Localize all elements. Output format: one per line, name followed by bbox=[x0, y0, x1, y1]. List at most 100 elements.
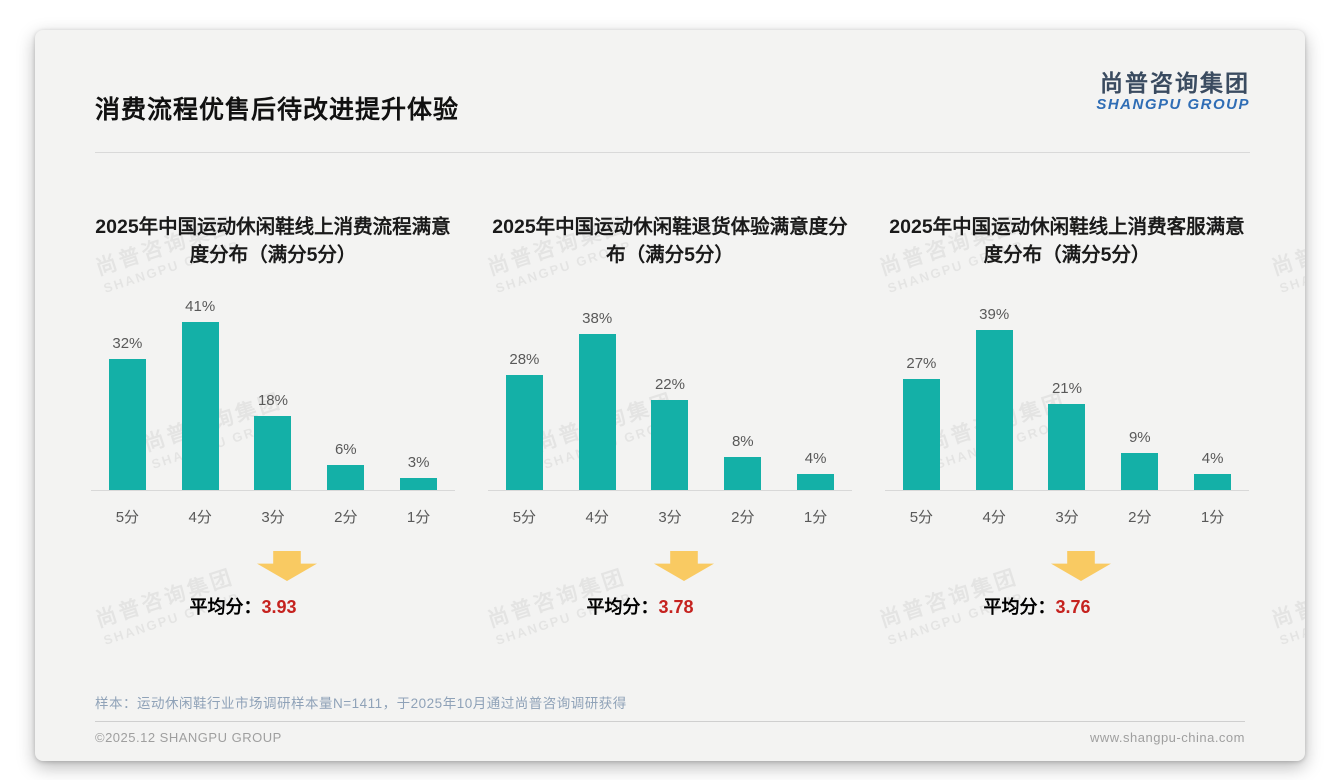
bar-slot: 8% bbox=[706, 285, 779, 490]
page-title: 消费流程优售后待改进提升体验 bbox=[95, 96, 460, 124]
average-label: 平均分： bbox=[586, 597, 659, 617]
bar-slot: 9% bbox=[1103, 285, 1176, 490]
bar-value-label: 28% bbox=[509, 351, 540, 369]
bar-chart: 28% 38% 22% 8% 4% 5分 4分 3分 2分 1分 bbox=[484, 285, 856, 527]
average-value: 3.93 bbox=[261, 597, 297, 617]
bar bbox=[724, 457, 762, 490]
bars: 28% 38% 22% 8% 4% bbox=[488, 285, 852, 491]
bar bbox=[578, 334, 616, 490]
bars: 32% 41% 18% 6% 3% bbox=[91, 285, 455, 491]
category-label: 4分 bbox=[982, 509, 1006, 526]
bar bbox=[327, 465, 365, 490]
arrow-row bbox=[87, 551, 459, 581]
logo-english-name: SHANGPU GROUP bbox=[1096, 96, 1250, 114]
bar-slot: 4% bbox=[1176, 285, 1249, 490]
bar-chart: 32% 41% 18% 6% 3% 5分 4分 3分 2分 1分 bbox=[87, 285, 459, 527]
bar bbox=[1048, 403, 1086, 490]
average-score: 平均分：3.78 bbox=[484, 593, 856, 619]
average-label: 平均分： bbox=[983, 597, 1056, 617]
down-arrow-icon bbox=[654, 551, 714, 581]
slide-header: 消费流程优售后待改进提升体验 尚普咨询集团 SHANGPU GROUP bbox=[95, 70, 1250, 153]
bar bbox=[505, 375, 543, 490]
category-label: 1分 bbox=[803, 509, 828, 526]
slide-footer: 样本：运动休闲鞋行业市场调研样本量N=1411，于2025年10月通过尚普咨询调… bbox=[95, 692, 1245, 745]
bar-slot: 32% bbox=[91, 285, 164, 490]
bar bbox=[975, 330, 1013, 490]
bar-slot: 6% bbox=[309, 285, 382, 490]
bar-slot: 18% bbox=[237, 285, 310, 490]
average-value: 3.78 bbox=[658, 597, 694, 617]
charts-row: 2025年中国运动休闲鞋线上消费流程满意度分布（满分5分） 32% 41% 18% 6… bbox=[87, 213, 1253, 619]
down-arrow-icon bbox=[1051, 551, 1111, 581]
category-label: 3分 bbox=[1055, 509, 1079, 526]
bar-value-label: 8% bbox=[731, 433, 754, 451]
average-score: 平均分：3.93 bbox=[87, 593, 459, 619]
sample-note: 样本：运动休闲鞋行业市场调研样本量N=1411，于2025年10月通过尚普咨询调… bbox=[95, 696, 627, 711]
chart-customer-service: 2025年中国运动休闲鞋线上消费客服满意度分布（满分5分） 27% 39% 21% 9… bbox=[881, 213, 1253, 619]
category-label: 3分 bbox=[261, 509, 285, 526]
bar bbox=[1121, 453, 1159, 490]
bar bbox=[108, 358, 146, 490]
bar-slot: 27% bbox=[885, 285, 958, 490]
chart-title: 2025年中国运动休闲鞋线上消费客服满意度分布（满分5分） bbox=[889, 216, 1245, 266]
category-label: 5分 bbox=[909, 509, 934, 526]
bar-value-label: 39% bbox=[979, 306, 1010, 324]
bar-slot: 22% bbox=[634, 285, 707, 490]
category-label: 5分 bbox=[115, 509, 140, 526]
average-value: 3.76 bbox=[1055, 597, 1091, 617]
bar bbox=[797, 473, 835, 490]
bar bbox=[254, 416, 292, 490]
bar-value-label: 38% bbox=[582, 310, 613, 328]
bar bbox=[902, 379, 940, 490]
bar-value-label: 21% bbox=[1051, 379, 1082, 397]
company-logo: 尚普咨询集团 SHANGPU GROUP bbox=[1096, 70, 1250, 114]
category-axis: 5分 4分 3分 2分 1分 bbox=[488, 495, 852, 527]
chart-title: 2025年中国运动休闲鞋线上消费流程满意度分布（满分5分） bbox=[95, 216, 451, 266]
chart-return-experience: 2025年中国运动休闲鞋退货体验满意度分布（满分5分） 28% 38% 22% 8% 4… bbox=[484, 213, 856, 619]
bar-slot: 39% bbox=[958, 285, 1031, 490]
bar bbox=[1194, 473, 1232, 490]
category-axis: 5分 4分 3分 2分 1分 bbox=[91, 495, 455, 527]
footer-divider bbox=[95, 721, 1245, 722]
average-score: 平均分：3.76 bbox=[881, 593, 1253, 619]
bars: 27% 39% 21% 9% 4% bbox=[885, 285, 1249, 491]
category-label: 3分 bbox=[658, 509, 682, 526]
bar-slot: 3% bbox=[382, 285, 455, 490]
bar-slot: 21% bbox=[1031, 285, 1104, 490]
bar-value-label: 9% bbox=[1128, 429, 1151, 447]
category-label: 2分 bbox=[1128, 509, 1152, 526]
bar-value-label: 18% bbox=[257, 392, 288, 410]
category-label: 2分 bbox=[334, 509, 358, 526]
bar-value-label: 27% bbox=[906, 355, 937, 373]
website-url: www.shangpu-china.com bbox=[1089, 730, 1245, 745]
bar bbox=[181, 321, 219, 490]
down-arrow-icon bbox=[257, 551, 317, 581]
category-label: 1分 bbox=[1200, 509, 1225, 526]
bar-chart: 27% 39% 21% 9% 4% 5分 4分 3分 2分 1分 bbox=[881, 285, 1253, 527]
average-label: 平均分： bbox=[189, 597, 262, 617]
bar-slot: 41% bbox=[164, 285, 237, 490]
bar-value-label: 32% bbox=[112, 334, 143, 352]
bar-value-label: 4% bbox=[804, 449, 827, 467]
bar bbox=[400, 477, 438, 490]
bar bbox=[651, 399, 689, 490]
slide-card: 尚普咨询集团 SHANGPU GROUP 尚普咨询集团 SHANGPU GROUP 尚普… bbox=[35, 30, 1305, 761]
arrow-row bbox=[484, 551, 856, 581]
bar-value-label: 22% bbox=[654, 375, 685, 393]
category-label: 5分 bbox=[512, 509, 537, 526]
copyright-text: ©2025.12 SHANGPU GROUP bbox=[95, 730, 282, 745]
bar-slot: 28% bbox=[488, 285, 561, 490]
category-axis: 5分 4分 3分 2分 1分 bbox=[885, 495, 1249, 527]
bar-value-label: 6% bbox=[334, 441, 357, 459]
logo-chinese-name: 尚普咨询集团 bbox=[1100, 70, 1250, 96]
bar-value-label: 3% bbox=[407, 453, 430, 471]
category-label: 4分 bbox=[585, 509, 609, 526]
category-label: 1分 bbox=[406, 509, 431, 526]
bar-slot: 38% bbox=[561, 285, 634, 490]
chart-consumer-process: 2025年中国运动休闲鞋线上消费流程满意度分布（满分5分） 32% 41% 18% 6… bbox=[87, 213, 459, 619]
bar-slot: 4% bbox=[779, 285, 852, 490]
arrow-row bbox=[881, 551, 1253, 581]
category-label: 2分 bbox=[731, 509, 755, 526]
